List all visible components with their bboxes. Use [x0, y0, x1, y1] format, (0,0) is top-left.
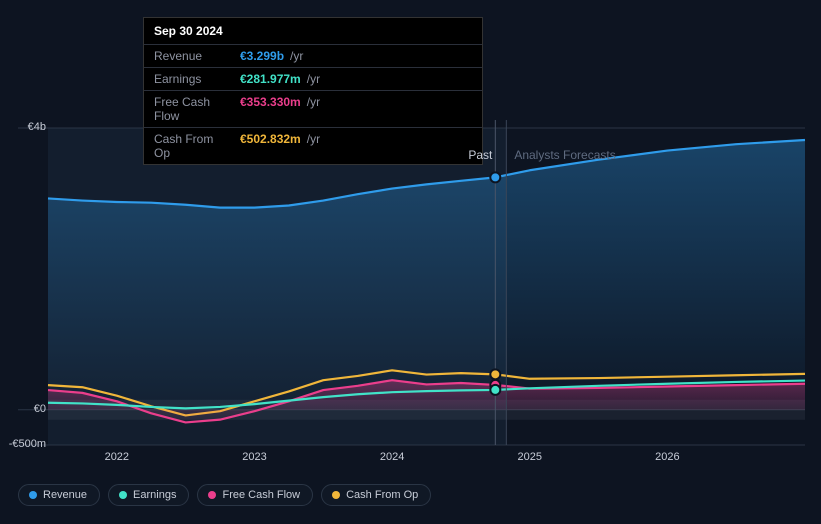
tooltip-row-value: €281.977m [236, 68, 305, 90]
tooltip-row-unit: /yr [305, 91, 326, 127]
tooltip-row-label: Cash From Op [144, 128, 236, 164]
tooltip-row-value: €502.832m [236, 128, 305, 164]
tooltip-row-value: €3.299b [236, 45, 288, 67]
legend-item[interactable]: Free Cash Flow [197, 484, 313, 506]
tooltip-row: Cash From Op€502.832m/yr [144, 127, 482, 164]
tooltip-row: Earnings€281.977m/yr [144, 67, 482, 90]
tooltip-row-label: Revenue [144, 45, 236, 67]
tooltip-row: Revenue€3.299b/yr [144, 44, 482, 67]
x-axis-label: 2023 [242, 451, 266, 463]
tooltip-row-unit: /yr [305, 128, 326, 164]
x-axis-label: 2026 [655, 451, 679, 463]
past-label: Past [468, 148, 492, 162]
tooltip-row: Free Cash Flow€353.330m/yr [144, 90, 482, 127]
legend-dot-icon [29, 491, 37, 499]
legend-label: Free Cash Flow [222, 489, 300, 501]
cursor-marker [490, 172, 500, 182]
tooltip: Sep 30 2024 Revenue€3.299b/yrEarnings€28… [143, 17, 483, 165]
legend-label: Cash From Op [346, 489, 418, 501]
legend-item[interactable]: Revenue [18, 484, 100, 506]
forecast-label: Analysts Forecasts [514, 148, 615, 162]
legend-label: Earnings [133, 489, 176, 501]
legend-dot-icon [208, 491, 216, 499]
chart-container: Sep 30 2024 Revenue€3.299b/yrEarnings€28… [0, 0, 821, 524]
x-axis-label: 2022 [105, 451, 129, 463]
tooltip-row-unit: /yr [288, 45, 309, 67]
legend-dot-icon [332, 491, 340, 499]
x-axis-label: 2024 [380, 451, 404, 463]
tooltip-row-value: €353.330m [236, 91, 305, 127]
tooltip-row-unit: /yr [305, 68, 326, 90]
tooltip-row-label: Free Cash Flow [144, 91, 236, 127]
y-axis-label: €0 [2, 403, 46, 415]
legend-dot-icon [119, 491, 127, 499]
legend-item[interactable]: Earnings [108, 484, 189, 506]
legend-item[interactable]: Cash From Op [321, 484, 431, 506]
legend-label: Revenue [43, 489, 87, 501]
y-axis-label: €4b [2, 121, 46, 133]
legend: Revenue Earnings Free Cash Flow Cash From O… [18, 484, 431, 506]
y-axis-label: -€500m [2, 438, 46, 450]
x-axis-label: 2025 [517, 451, 541, 463]
tooltip-date: Sep 30 2024 [144, 18, 482, 44]
cursor-marker [490, 369, 500, 379]
cursor-marker [490, 385, 500, 395]
tooltip-row-label: Earnings [144, 68, 236, 90]
